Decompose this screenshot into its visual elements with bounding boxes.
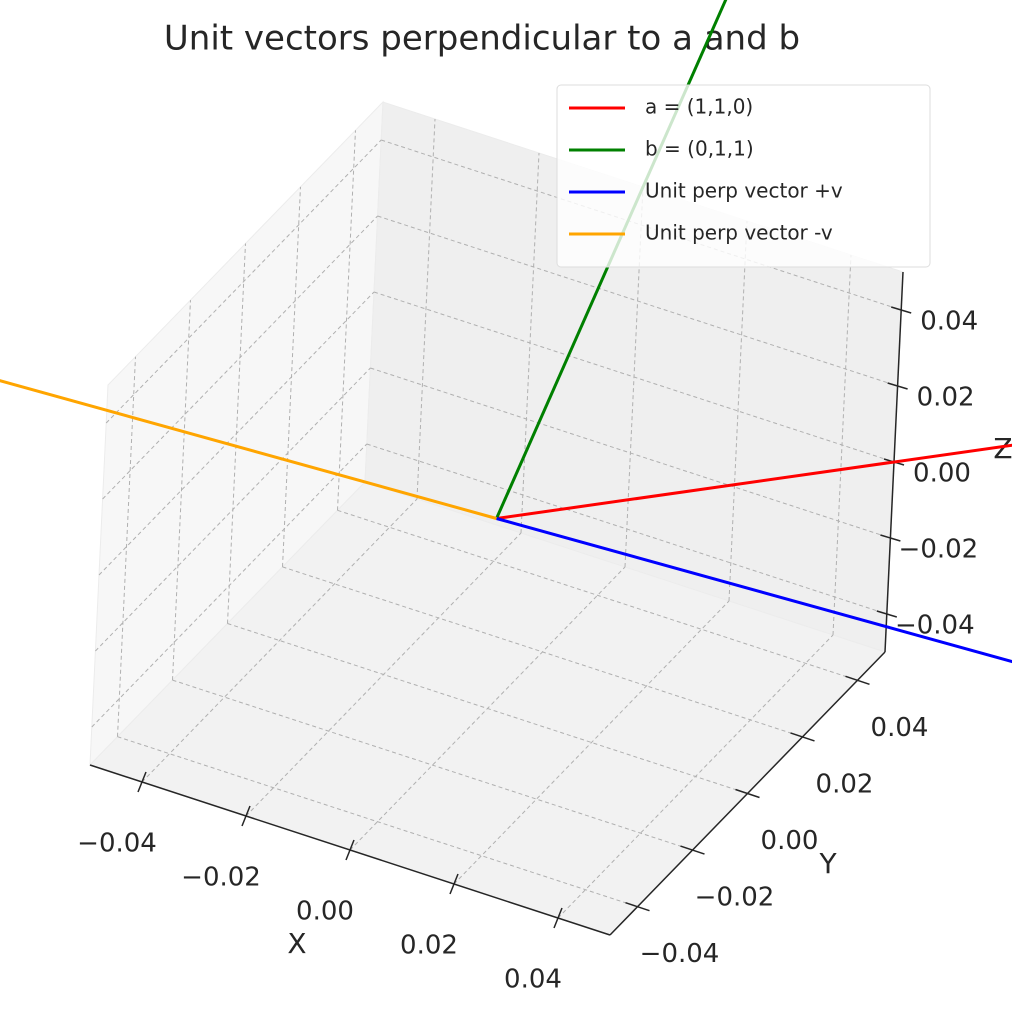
legend-label: b = (0,1,1) <box>645 137 754 161</box>
x-axis <box>89 764 611 936</box>
grid-line <box>416 118 436 500</box>
grid-line <box>377 215 898 387</box>
grid-line <box>117 356 136 737</box>
grid-line <box>728 220 748 602</box>
grid-line <box>282 566 803 738</box>
z-tick-label: −0.04 <box>895 611 975 641</box>
z-tick-label: 0.00 <box>913 459 971 489</box>
legend-box <box>556 84 931 268</box>
y-tick-label: −0.02 <box>695 883 775 913</box>
grid-line <box>117 736 638 908</box>
grid-line <box>373 291 895 463</box>
z-tick-label: −0.02 <box>899 535 979 565</box>
chart-title: Unit vectors perpendicular to a and b <box>164 19 800 59</box>
grid-line <box>370 367 891 539</box>
y-axis <box>609 651 886 936</box>
y-tick-label: 0.00 <box>761 826 819 856</box>
x-tick-label: −0.02 <box>181 863 261 893</box>
z-tick-label: 0.04 <box>920 307 978 337</box>
grid-line <box>227 623 748 794</box>
grid-line <box>141 498 418 783</box>
z-axis-label: Z <box>993 432 1012 465</box>
grid-line <box>102 215 378 500</box>
y-tick-label: 0.04 <box>871 713 929 743</box>
grid-line <box>98 291 375 576</box>
grid-line <box>95 367 371 652</box>
y-axis-label: Y <box>818 847 837 880</box>
grid-line <box>337 509 858 681</box>
grid-line <box>366 443 887 615</box>
legend-label: Unit perp vector +v <box>645 179 843 203</box>
y-tick-label: −0.04 <box>640 939 720 969</box>
grid-line <box>453 600 730 885</box>
y-tick-label: 0.02 <box>816 769 874 799</box>
grid-line <box>105 139 382 424</box>
vector-line <box>0 379 497 520</box>
legend-label: Unit perp vector -v <box>645 221 833 245</box>
x-axis-label: X <box>287 927 306 960</box>
grid-line <box>337 130 356 511</box>
vector-line <box>496 517 1012 664</box>
legend-label: a = (1,1,0) <box>645 95 753 119</box>
x-tick-label: 0.00 <box>296 897 354 927</box>
grid-line <box>91 443 368 728</box>
x-tick-label: 0.04 <box>504 965 562 995</box>
z-tick-label: 0.02 <box>917 383 975 413</box>
grid-line <box>172 679 693 851</box>
x-tick-label: −0.04 <box>77 829 157 859</box>
x-tick-label: 0.02 <box>400 931 458 961</box>
grid-line <box>172 300 191 681</box>
